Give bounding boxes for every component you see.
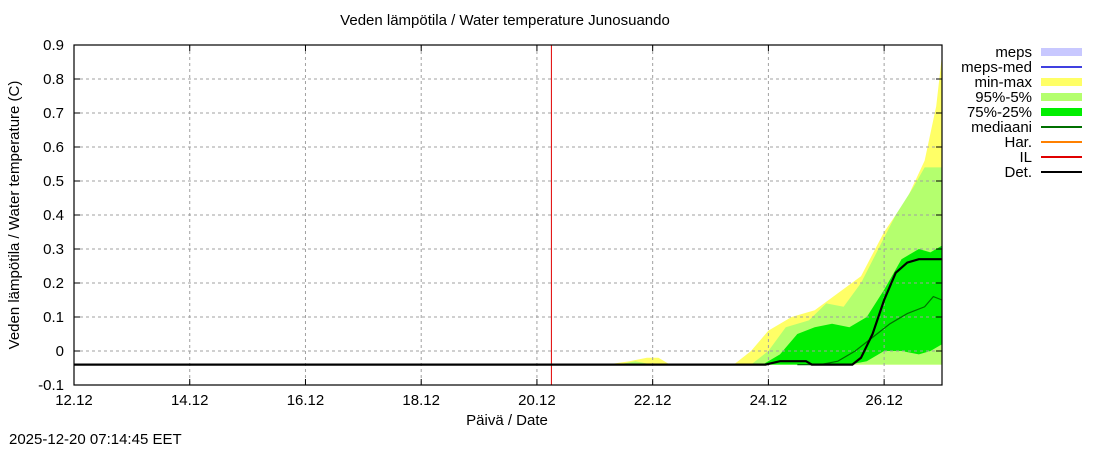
- legend: mepsmeps-medmin-max95%-5%75%-25%mediaani…: [961, 44, 1082, 181]
- line-mediaani: [797, 295, 943, 366]
- chart-areas: [606, 55, 942, 365]
- legend-label: mediaani: [971, 119, 1032, 136]
- y-tick-label: 0.4: [43, 207, 64, 224]
- y-tick-label: 0.2: [43, 275, 64, 292]
- x-tick-label: 18.12: [402, 392, 440, 409]
- y-tick-label: 0.8: [43, 71, 64, 88]
- y-tick-label: -0.1: [38, 377, 64, 394]
- x-tick-label: 20.12: [518, 392, 556, 409]
- chart-grid: [74, 45, 942, 385]
- legend-label: Det.: [1004, 164, 1032, 181]
- legend-label: Har.: [1004, 134, 1032, 151]
- x-tick-label: 26.12: [865, 392, 903, 409]
- y-tick-label: 0.7: [43, 105, 64, 122]
- band-75%-25%: [762, 245, 942, 365]
- y-tick-label: 0.6: [43, 139, 64, 156]
- x-axis-ticks: 12.12 14.12 16.12 18.12 20.12 22.12 24.12 26.12: [55, 45, 903, 409]
- legend-label: meps-med: [961, 59, 1032, 76]
- x-tick-label: 24.12: [750, 392, 788, 409]
- chart-title: Veden lämpötila / Water temperature Juno…: [340, 12, 670, 29]
- y-tick-label: 0.9: [43, 37, 64, 54]
- legend-label: 95%-5%: [975, 89, 1032, 106]
- timestamp: 2025-12-20 07:14:45 EET: [9, 431, 182, 448]
- legend-label: 75%-25%: [967, 104, 1032, 121]
- y-tick-label: 0: [56, 343, 64, 360]
- y-tick-label: 0.3: [43, 241, 64, 258]
- x-tick-label: 14.12: [171, 392, 209, 409]
- band-95%-5%: [617, 167, 942, 365]
- y-tick-label: 0.1: [43, 309, 64, 326]
- y-tick-label: 0.5: [43, 173, 64, 190]
- legend-swatch: [1041, 48, 1082, 56]
- x-axis-label: Päivä / Date: [466, 412, 548, 429]
- legend-swatch: [1041, 78, 1082, 86]
- x-tick-label: 12.12: [55, 392, 93, 409]
- x-tick-label: 16.12: [287, 392, 325, 409]
- line-Det.: [74, 258, 942, 366]
- legend-label: min-max: [974, 74, 1032, 91]
- x-tick-label: 22.12: [634, 392, 672, 409]
- legend-label: meps: [995, 44, 1032, 61]
- y-axis-label: Veden lämpötila / Water temperature (C): [6, 81, 23, 350]
- legend-swatch: [1041, 108, 1082, 116]
- chart-lines: [74, 45, 943, 385]
- legend-label: IL: [1019, 149, 1032, 166]
- y-axis-ticks: -0.1 0 0.1 0.2 0.3 0.4 0.5 0.6 0.7 0.8 0.9: [38, 37, 942, 394]
- legend-swatch: [1041, 93, 1082, 101]
